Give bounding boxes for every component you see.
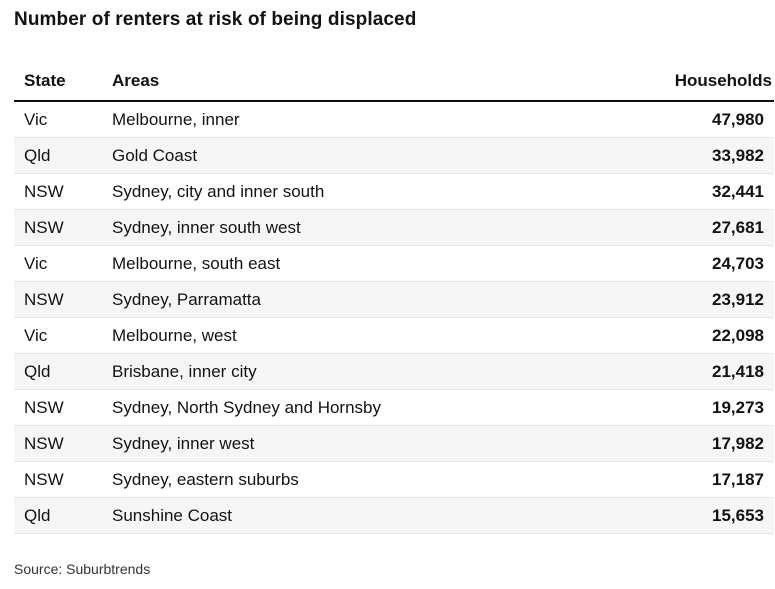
table-row: NSW Sydney, inner south west 27,681 bbox=[14, 209, 774, 246]
cell-state: NSW bbox=[14, 209, 112, 246]
cell-households: 19,273 bbox=[595, 389, 774, 426]
cell-households: 33,982 bbox=[595, 137, 774, 174]
table-row: Vic Melbourne, west 22,098 bbox=[14, 317, 774, 354]
cell-area: Sydney, Parramatta bbox=[112, 281, 596, 318]
cell-state: Vic bbox=[14, 317, 112, 354]
cell-state: NSW bbox=[14, 173, 112, 210]
table-row: NSW Sydney, inner west 17,982 bbox=[14, 425, 774, 462]
cell-households: 23,912 bbox=[595, 281, 774, 318]
cell-households: 32,441 bbox=[595, 173, 774, 210]
cell-households: 22,098 bbox=[595, 317, 774, 354]
cell-households: 27,681 bbox=[595, 209, 774, 246]
cell-state: Vic bbox=[14, 245, 112, 282]
cell-households: 17,187 bbox=[595, 461, 774, 498]
cell-state: NSW bbox=[14, 389, 112, 426]
table-row: NSW Sydney, eastern suburbs 17,187 bbox=[14, 461, 774, 498]
table-row: Qld Sunshine Coast 15,653 bbox=[14, 497, 774, 534]
cell-area: Sydney, inner west bbox=[112, 425, 596, 462]
cell-area: Sunshine Coast bbox=[112, 497, 596, 534]
cell-area: Melbourne, west bbox=[112, 317, 596, 354]
table-row: Qld Brisbane, inner city 21,418 bbox=[14, 353, 774, 390]
cell-state: NSW bbox=[14, 461, 112, 498]
cell-area: Melbourne, inner bbox=[112, 101, 596, 138]
table-header-row: State Areas Households bbox=[14, 62, 774, 102]
table-row: NSW Sydney, Parramatta 23,912 bbox=[14, 281, 774, 318]
data-table: State Areas Households Vic Melbourne, inn… bbox=[14, 62, 774, 534]
table-row: NSW Sydney, city and inner south 32,441 bbox=[14, 173, 774, 210]
cell-households: 24,703 bbox=[595, 245, 774, 282]
table-row: Vic Melbourne, south east 24,703 bbox=[14, 245, 774, 282]
chart-title: Number of renters at risk of being displ… bbox=[14, 9, 417, 30]
cell-state: NSW bbox=[14, 425, 112, 462]
header-households: Households bbox=[595, 62, 774, 102]
header-areas: Areas bbox=[112, 62, 596, 102]
source-note: Source: Suburbtrends bbox=[14, 561, 151, 577]
cell-state: NSW bbox=[14, 281, 112, 318]
cell-households: 21,418 bbox=[595, 353, 774, 390]
cell-state: Qld bbox=[14, 137, 112, 174]
cell-area: Sydney, city and inner south bbox=[112, 173, 596, 210]
cell-households: 15,653 bbox=[595, 497, 774, 534]
cell-area: Sydney, inner south west bbox=[112, 209, 596, 246]
cell-area: Sydney, North Sydney and Hornsby bbox=[112, 389, 596, 426]
table-row: Vic Melbourne, inner 47,980 bbox=[14, 101, 774, 138]
table-row: Qld Gold Coast 33,982 bbox=[14, 137, 774, 174]
cell-area: Brisbane, inner city bbox=[112, 353, 596, 390]
cell-state: Vic bbox=[14, 101, 112, 138]
cell-state: Qld bbox=[14, 353, 112, 390]
cell-area: Sydney, eastern suburbs bbox=[112, 461, 596, 498]
cell-households: 17,982 bbox=[595, 425, 774, 462]
cell-area: Gold Coast bbox=[112, 137, 596, 174]
table-row: NSW Sydney, North Sydney and Hornsby 19,27… bbox=[14, 389, 774, 426]
table-body: Vic Melbourne, inner 47,980 Qld Gold Coast 33… bbox=[14, 101, 774, 534]
cell-area: Melbourne, south east bbox=[112, 245, 596, 282]
cell-households: 47,980 bbox=[595, 101, 774, 138]
cell-state: Qld bbox=[14, 497, 112, 534]
header-state: State bbox=[14, 62, 112, 102]
